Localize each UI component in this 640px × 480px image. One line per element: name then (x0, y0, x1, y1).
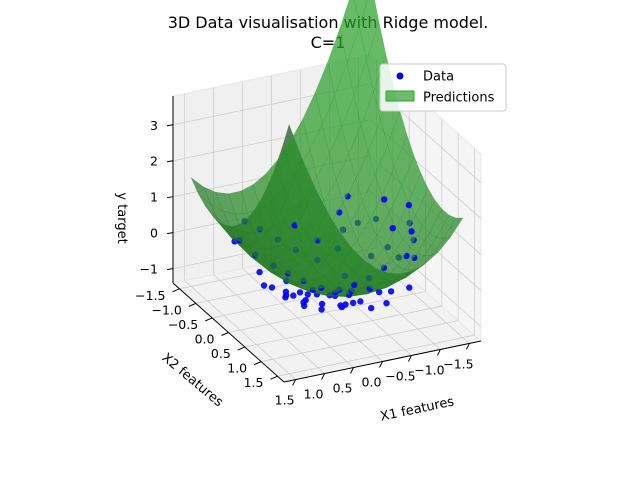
z-tick-mark (166, 160, 174, 163)
x-tick-mark (436, 349, 441, 356)
data-point (318, 306, 325, 313)
y-tick-label: 1.5 (244, 375, 264, 390)
x-tick-label: −0.5 (385, 368, 415, 383)
y-tick-mark (270, 375, 278, 380)
legend: Data Predictions (379, 63, 507, 112)
data-point (260, 282, 268, 289)
chart-title: 3D Data visualisation with Ridge model. (168, 13, 489, 32)
data-point (405, 201, 413, 209)
z-tick-mark (166, 268, 174, 271)
data-point (296, 289, 304, 296)
z-tick-mark (166, 232, 174, 235)
legend-predictions-label: Predictions (423, 91, 495, 106)
z-tick-label: 1 (150, 190, 158, 205)
x-tick-label: 0.5 (333, 381, 353, 396)
y-tick-mark (172, 288, 180, 293)
data-point (389, 225, 396, 232)
x-axis-label: X1 features (379, 394, 456, 424)
data-point (290, 292, 297, 299)
x-tick-mark (292, 379, 297, 386)
z-tick-label: −1 (140, 262, 158, 277)
z-tick-mark (166, 124, 174, 127)
x-tick-label: 1.0 (304, 387, 324, 402)
data-point (368, 304, 375, 312)
data-point (406, 284, 413, 291)
grid-line (244, 305, 442, 348)
data-point (349, 299, 357, 307)
y-tick-mark (221, 332, 229, 336)
y-tick-mark (237, 346, 246, 351)
data-point (318, 300, 326, 308)
data-point (282, 288, 290, 295)
y-tick-label: 0.5 (211, 346, 231, 361)
legend-data-label: Data (423, 70, 454, 85)
y-tick-label: −1.0 (151, 302, 181, 317)
grid-line (228, 291, 426, 333)
y-tick-mark (204, 317, 213, 322)
y-tick-label: 0.0 (195, 332, 215, 347)
axes-ticks: −1.5−1.0−0.50.00.51.01.5−1.5−1.0−0.50.00… (135, 118, 473, 408)
y-tick-label: 1.0 (227, 361, 247, 376)
data-point (338, 303, 346, 311)
data-point (383, 300, 390, 307)
z-tick-label: 2 (150, 154, 158, 169)
data-point (387, 288, 395, 295)
y-tick-mark (188, 302, 197, 307)
z-tick-label: 3 (150, 118, 158, 133)
data-point (282, 294, 289, 301)
x-tick-label: −1.5 (443, 356, 473, 371)
surface-patch (354, 0, 368, 27)
y-tick-mark (253, 361, 262, 366)
x-tick-mark (350, 367, 354, 374)
data-point (376, 288, 383, 296)
data-point (408, 228, 415, 235)
data-point (381, 196, 388, 203)
data-point (256, 268, 263, 276)
x-tick-label: −1.0 (414, 362, 444, 377)
legend-data-marker (396, 72, 404, 80)
z-tick-label: 0 (150, 226, 158, 241)
data-point (302, 297, 309, 304)
data-point (268, 284, 276, 291)
legend-predictions-swatch (385, 90, 415, 102)
x-tick-mark (408, 355, 412, 362)
z-tick-mark (166, 196, 174, 199)
x-tick-label: 1.5 (275, 393, 295, 408)
x-tick-mark (465, 343, 470, 350)
y-tick-label: −0.5 (168, 317, 198, 332)
grid-line (277, 334, 475, 377)
data-point (357, 298, 364, 305)
x-tick-mark (379, 361, 383, 368)
grid-line (261, 320, 459, 363)
x-tick-label: 0.0 (362, 375, 382, 390)
plot-marks (190, 0, 464, 313)
z-axis-label: y target (114, 192, 129, 243)
data-point (304, 291, 311, 298)
y-tick-label: −1.5 (135, 288, 165, 303)
x-tick-mark (321, 373, 326, 380)
